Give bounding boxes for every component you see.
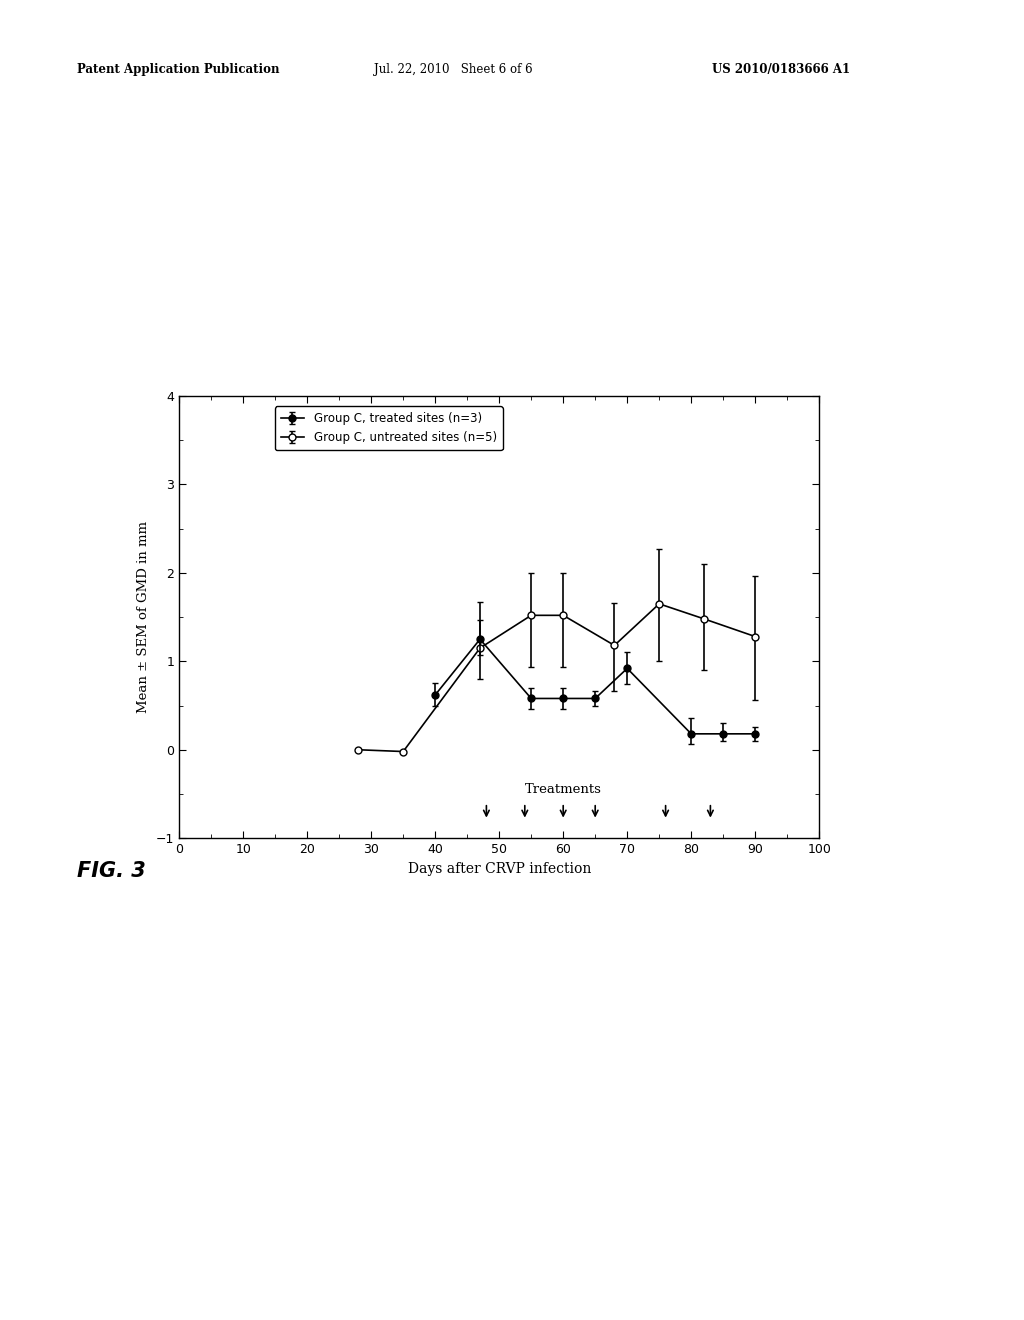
Text: Jul. 22, 2010   Sheet 6 of 6: Jul. 22, 2010 Sheet 6 of 6	[374, 63, 532, 77]
Text: Treatments: Treatments	[524, 783, 602, 796]
Text: FIG. 3: FIG. 3	[77, 861, 145, 880]
X-axis label: Days after CRVP infection: Days after CRVP infection	[408, 862, 591, 875]
Legend: Group C, treated sites (n=3), Group C, untreated sites (n=5): Group C, treated sites (n=3), Group C, u…	[274, 407, 503, 450]
Text: Patent Application Publication: Patent Application Publication	[77, 63, 280, 77]
Y-axis label: Mean ± SEM of GMD in mm: Mean ± SEM of GMD in mm	[137, 521, 151, 713]
Text: US 2010/0183666 A1: US 2010/0183666 A1	[712, 63, 850, 77]
